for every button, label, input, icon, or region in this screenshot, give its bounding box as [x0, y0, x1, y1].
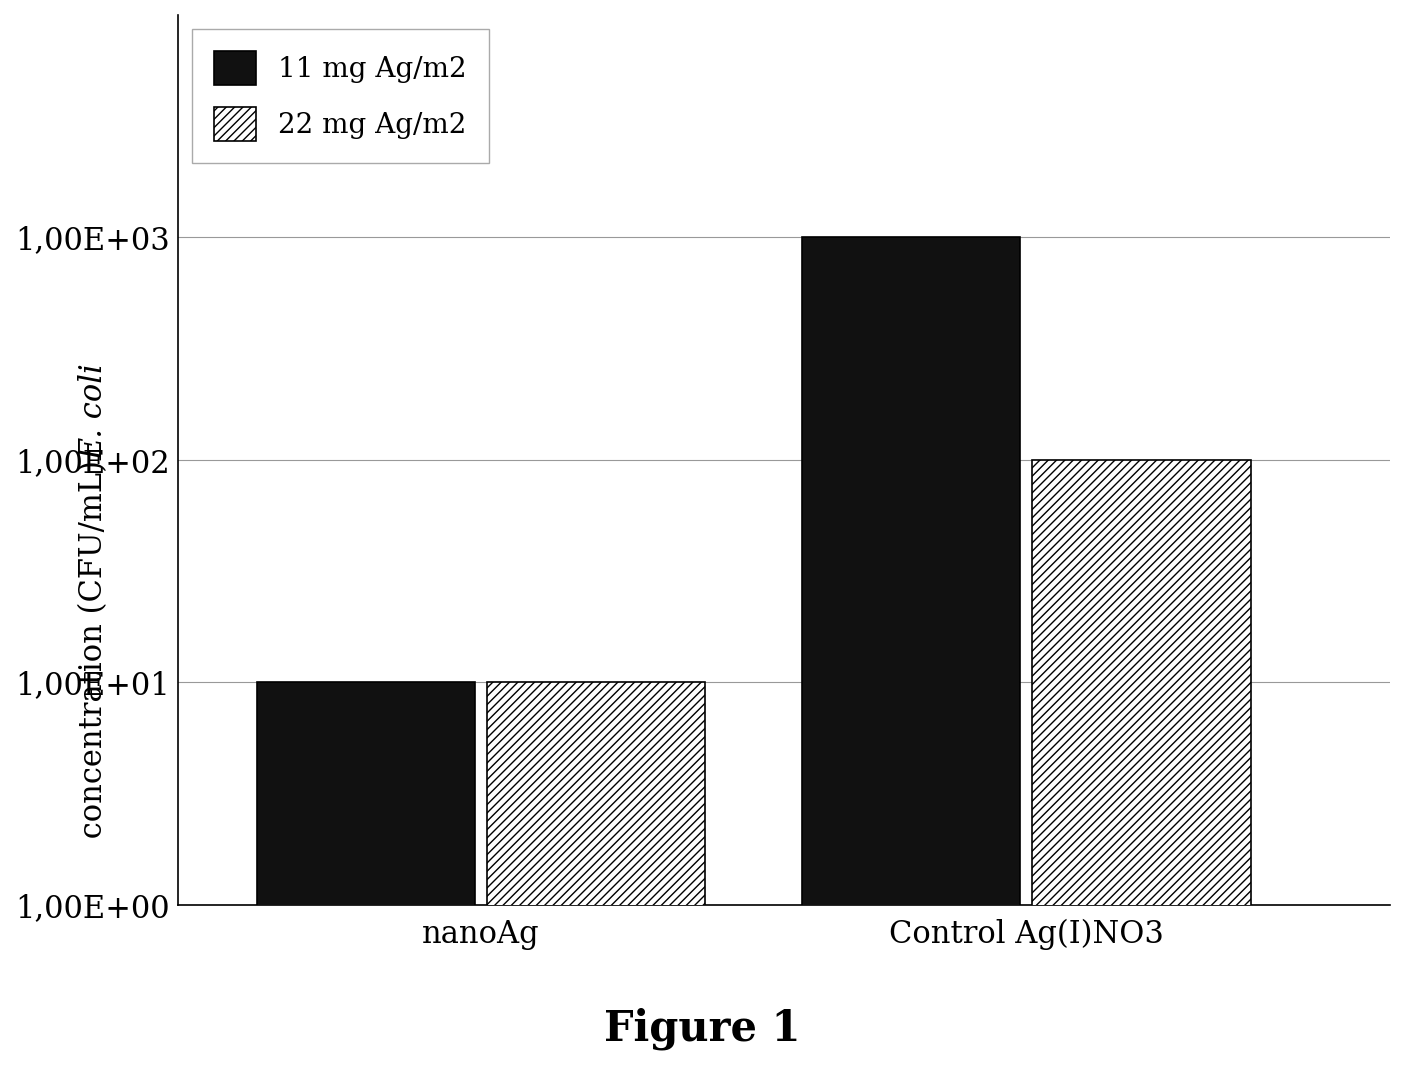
- Text: concentration (CFU/mL): concentration (CFU/mL): [79, 460, 110, 848]
- Bar: [257, 682, 475, 1072]
- Bar: [488, 682, 705, 1072]
- Legend: 11 mg Ag/m2, 22 mg Ag/m2: 11 mg Ag/m2, 22 mg Ag/m2: [192, 29, 489, 163]
- Text: E. coli: E. coli: [79, 363, 110, 460]
- Text: Figure 1: Figure 1: [604, 1008, 801, 1051]
- Bar: [1033, 460, 1250, 1072]
- Bar: [802, 237, 1020, 1072]
